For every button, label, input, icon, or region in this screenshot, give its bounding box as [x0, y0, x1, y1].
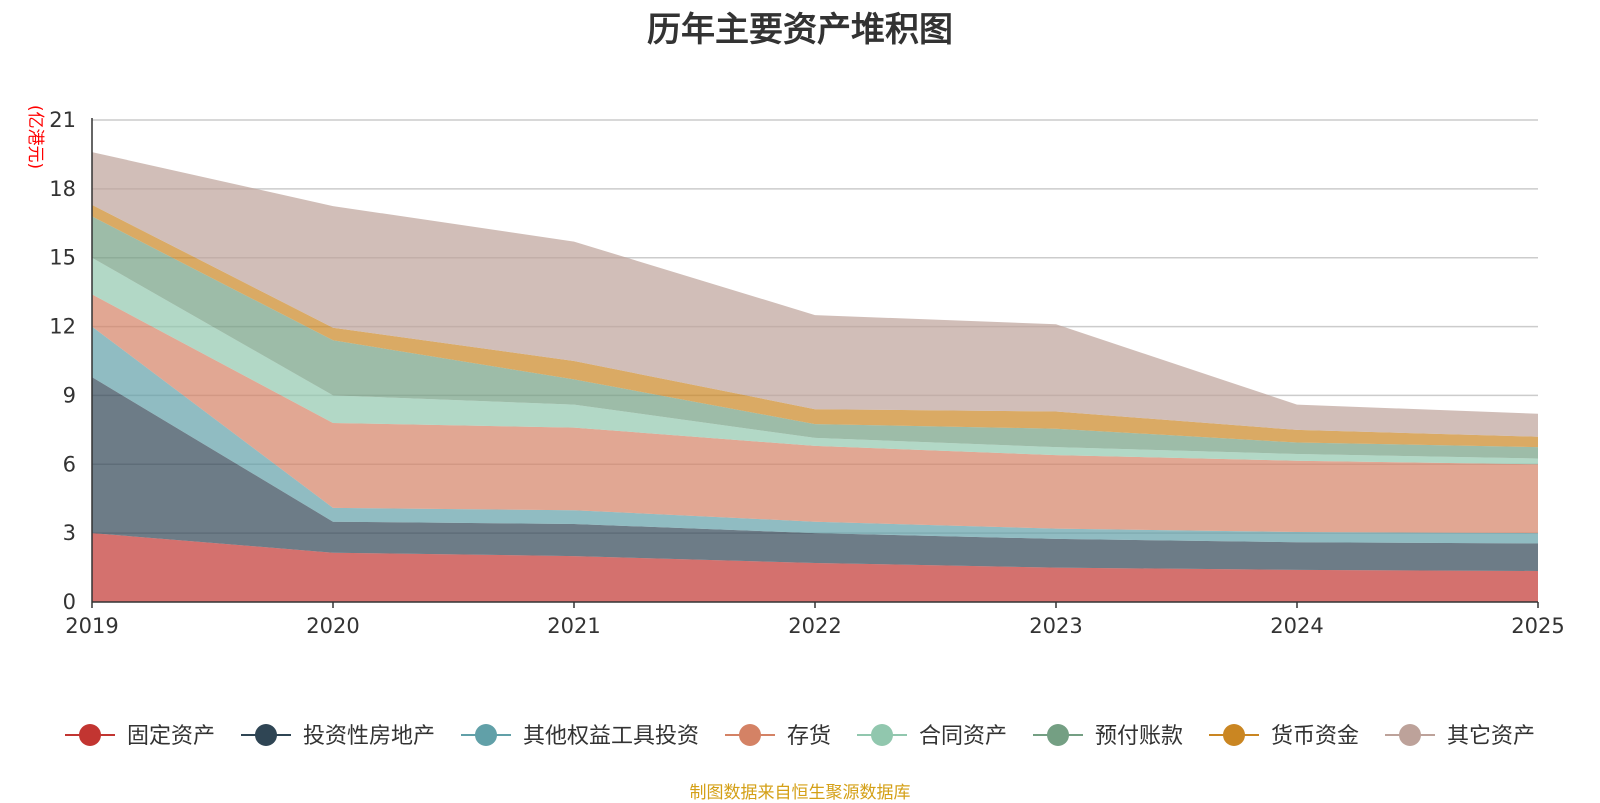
y-tick-label: 15: [49, 246, 76, 270]
y-tick-label: 0: [63, 590, 76, 614]
x-tick-label: 2025: [1511, 614, 1564, 638]
legend-marker: [1399, 724, 1421, 746]
y-tick-label: 3: [63, 521, 76, 545]
area-series-存货[interactable]: [92, 294, 1538, 534]
legend-marker: [255, 724, 277, 746]
legend-marker: [1047, 724, 1069, 746]
legend-label: 合同资产: [919, 724, 1007, 749]
area-series-合同资产[interactable]: [92, 257, 1538, 465]
legend-marker: [739, 724, 761, 746]
legend-item-存货[interactable]: 存货: [725, 724, 831, 749]
area-series-预付账款[interactable]: [92, 216, 1538, 459]
legend-item-固定资产[interactable]: 固定资产: [65, 724, 215, 749]
x-tick-label: 2024: [1270, 614, 1323, 638]
x-tick-label: 2019: [65, 614, 118, 638]
legend-item-投资性房地产[interactable]: 投资性房地产: [241, 724, 435, 749]
legend-label: 预付账款: [1095, 724, 1183, 749]
x-tick-label: 2020: [306, 614, 359, 638]
y-tick-label: 9: [63, 383, 76, 407]
chart-title: 历年主要资产堆积图: [647, 10, 953, 50]
legend-label: 其他权益工具投资: [523, 724, 699, 749]
x-tick-label: 2022: [788, 614, 841, 638]
area-series-固定资产[interactable]: [92, 533, 1538, 602]
legend-item-其他权益工具投资[interactable]: 其他权益工具投资: [461, 724, 699, 749]
y-tick-label: 18: [49, 177, 76, 201]
area-series-其它资产[interactable]: [92, 152, 1538, 437]
x-tick-label: 2021: [547, 614, 600, 638]
legend-label: 其它资产: [1447, 724, 1535, 749]
legend-label: 货币资金: [1271, 724, 1359, 749]
y-tick-label: 21: [49, 108, 76, 132]
y-axis-unit-label: (亿港元): [25, 105, 45, 169]
legend-marker: [79, 724, 101, 746]
axes: 0 3 6 9 12 15 18 21 2019 2020 2021 2022 2023 2024 2025…: [25, 105, 1565, 638]
legend: 固定资产 投资性房地产 其他权益工具投资 存货 合同资产 预付账款 货币资金 其它资产: [65, 724, 1535, 749]
legend-item-其它资产[interactable]: 其它资产: [1385, 724, 1535, 749]
legend-item-合同资产[interactable]: 合同资产: [857, 724, 1007, 749]
legend-marker: [1223, 724, 1245, 746]
legend-label: 固定资产: [127, 724, 215, 749]
legend-label: 投资性房地产: [303, 724, 435, 749]
y-tick-label: 6: [63, 452, 76, 476]
area-series: [92, 152, 1538, 602]
x-tick-label: 2023: [1029, 614, 1082, 638]
legend-marker: [475, 724, 497, 746]
legend-item-预付账款[interactable]: 预付账款: [1033, 724, 1183, 749]
legend-marker: [871, 724, 893, 746]
legend-label: 存货: [787, 724, 831, 749]
source-note: 制图数据来自恒生聚源数据库: [689, 783, 911, 803]
area-series-投资性房地产[interactable]: [92, 377, 1538, 571]
legend-item-货币资金[interactable]: 货币资金: [1209, 724, 1359, 749]
y-tick-label: 12: [49, 315, 76, 339]
